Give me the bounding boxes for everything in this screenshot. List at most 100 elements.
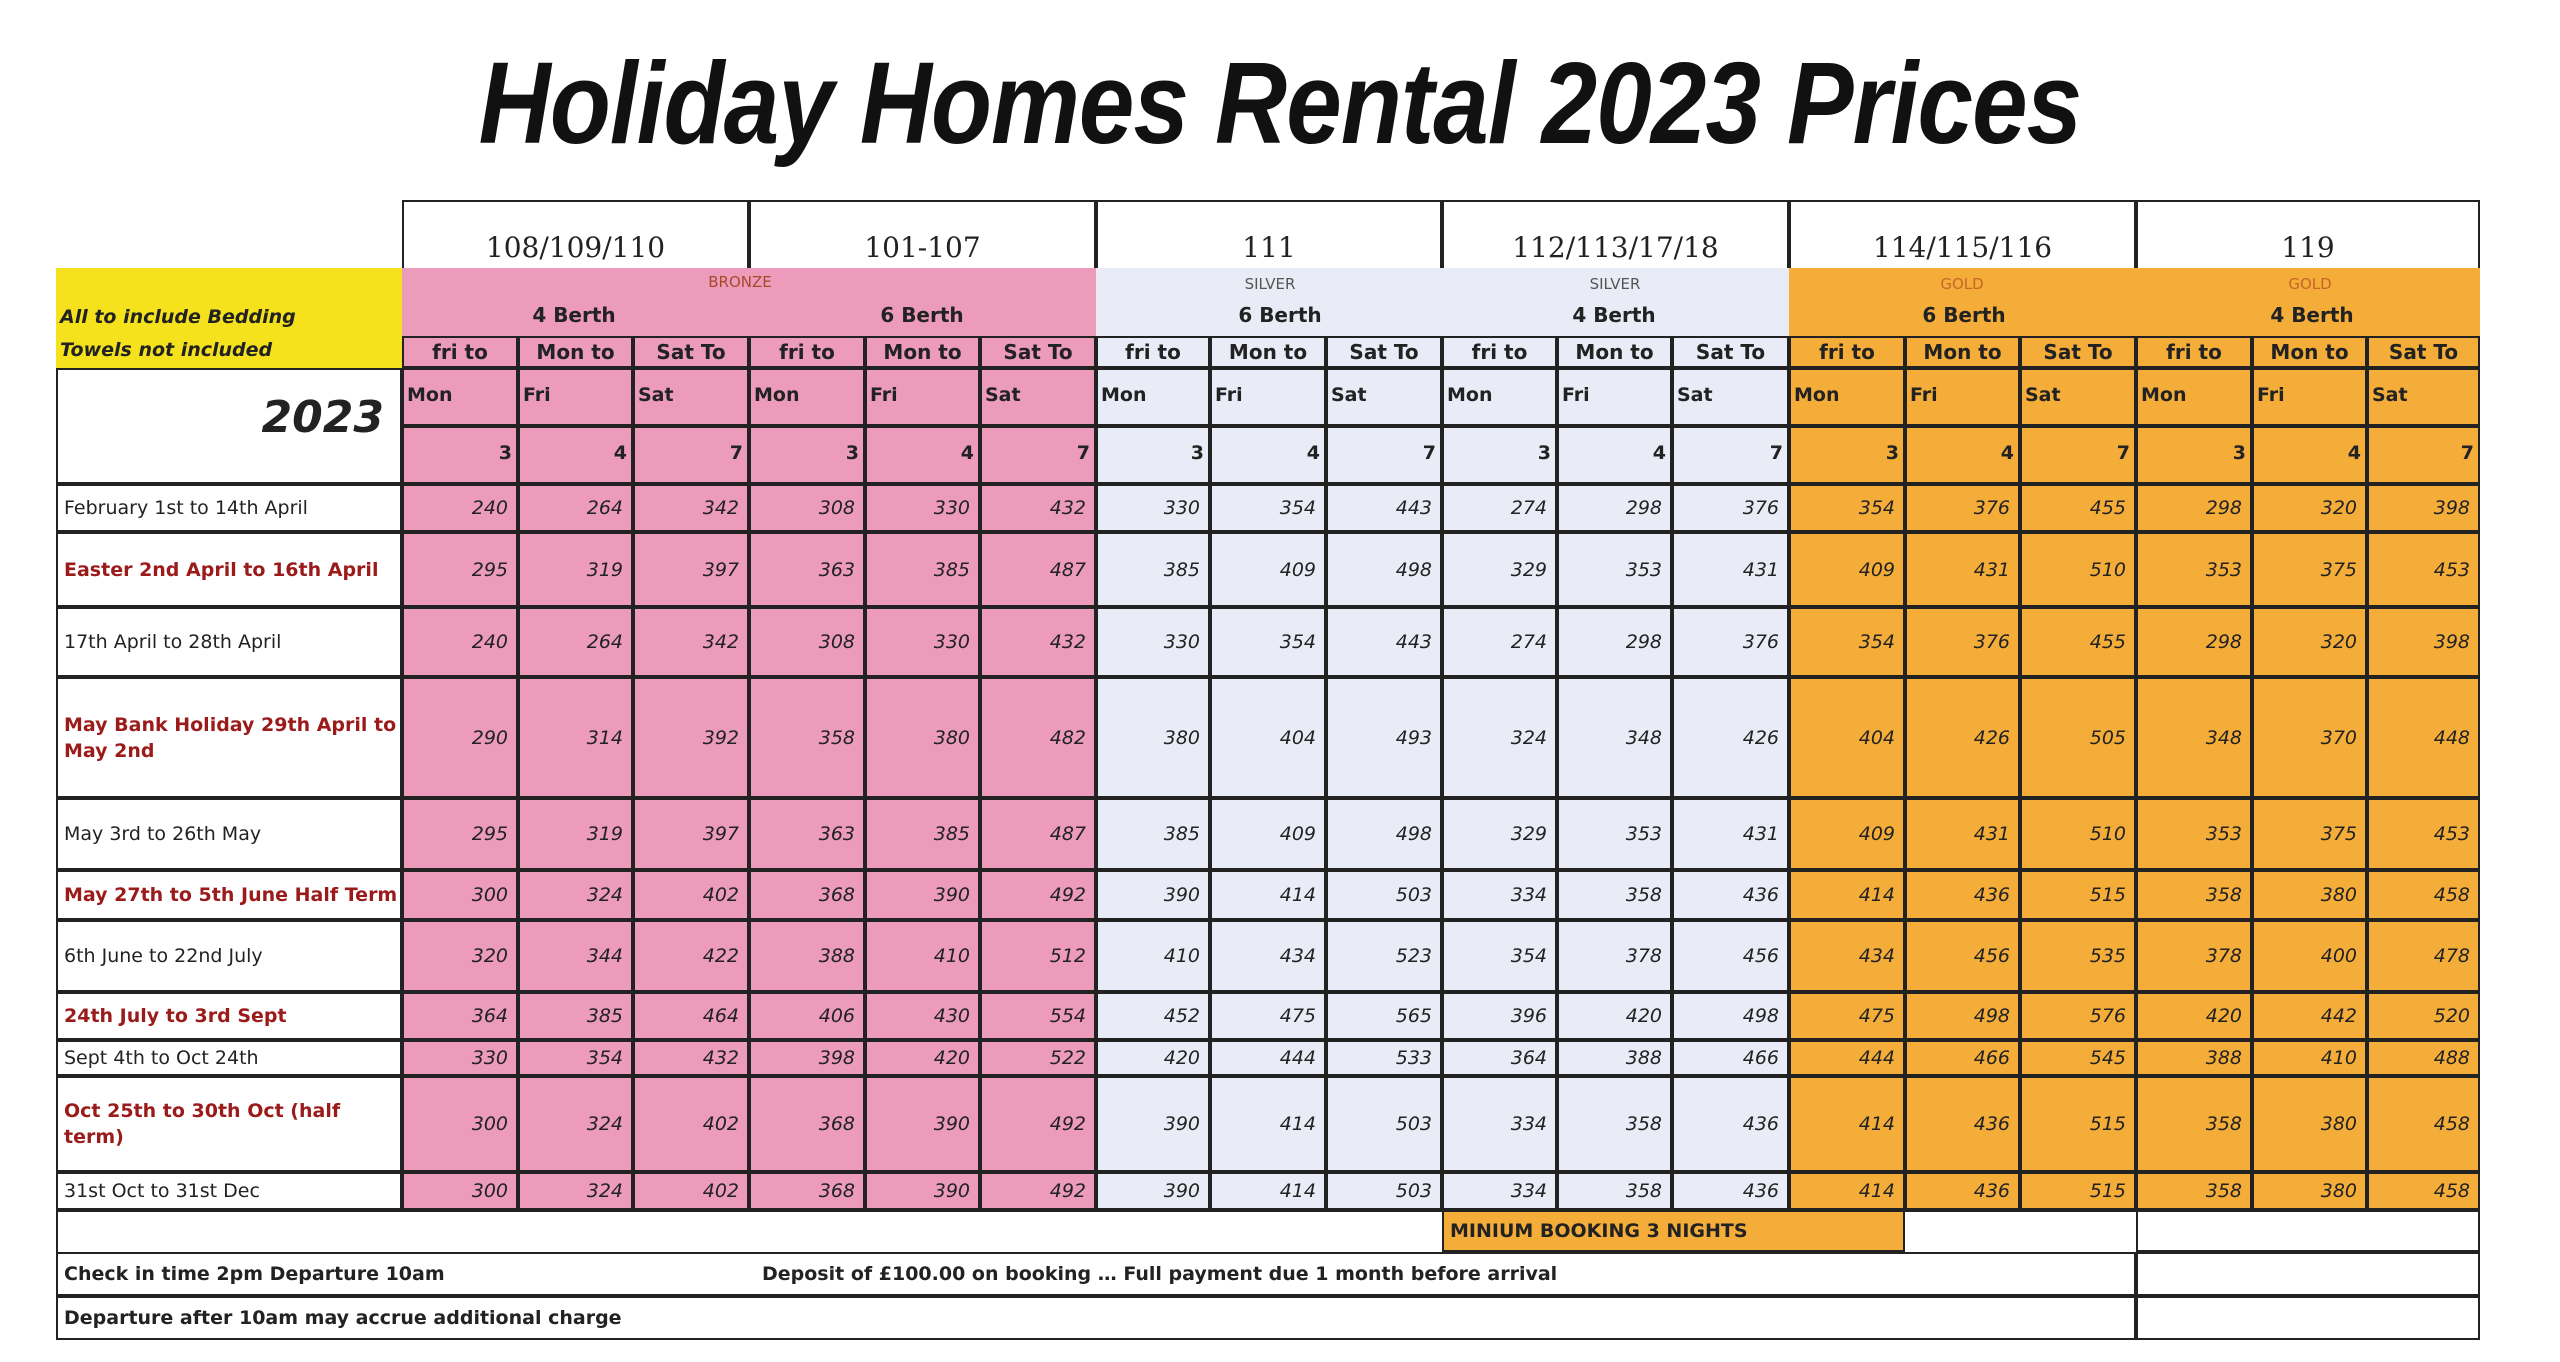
price-cell: 434 [1789,920,1905,992]
price-cell: 515 [2020,870,2136,920]
price-cell: 390 [1096,1172,1210,1210]
price-cell: 414 [1789,870,1905,920]
footer-right-box [2136,1210,2480,1252]
notes-box [56,268,402,368]
tier-band [2252,268,2367,336]
row-label: 24th July to 3rd Sept [56,992,402,1040]
price-cell: 432 [980,484,1096,532]
price-cell: 298 [2136,607,2252,677]
col-nights: 7 [2020,426,2136,484]
price-cell: 330 [1096,484,1210,532]
price-cell: 458 [2367,1076,2480,1172]
price-cell: 380 [865,677,980,798]
price-cell: 370 [2252,677,2367,798]
price-cell: 431 [1672,798,1789,870]
price-cell: 334 [1442,870,1557,920]
price-cell: 453 [2367,532,2480,607]
berth-label: 4 Berth [2270,303,2354,327]
price-cell: 298 [1557,484,1672,532]
tier-label-gold: GOLD [1940,275,1984,293]
price-cell: 240 [402,484,518,532]
price-cell: 503 [1326,1172,1442,1210]
page-title: Holiday Homes Rental 2023 Prices [478,38,2083,168]
price-cell: 348 [2136,677,2252,798]
row-label: 31st Oct to 31st Dec [56,1172,402,1210]
price-cell: 298 [1557,607,1672,677]
price-cell: 320 [402,920,518,992]
price-cell: 353 [1557,532,1672,607]
price-cell: 358 [749,677,865,798]
row-label: 6th June to 22nd July [56,920,402,992]
unit-header: 114/115/116 [1789,200,2136,270]
tier-band [2020,268,2136,336]
price-cell: 455 [2020,607,2136,677]
price-cell: 300 [402,1076,518,1172]
price-cell: 334 [1442,1172,1557,1210]
col-header: Sat To [1672,336,1789,368]
price-cell: 397 [633,532,749,607]
price-cell: 398 [749,1040,865,1076]
row-label: 17th April to 28th April [56,607,402,677]
price-cell: 397 [633,798,749,870]
price-cell: 392 [633,677,749,798]
col-day: Mon [2136,368,2252,426]
tier-band [749,268,865,336]
price-cell: 320 [2252,484,2367,532]
price-cell: 390 [865,870,980,920]
col-header: Mon to [1210,336,1326,368]
price-cell: 478 [2367,920,2480,992]
price-cell: 432 [633,1040,749,1076]
col-day: Sat [633,368,749,426]
price-cell: 409 [1789,532,1905,607]
price-cell: 420 [1557,992,1672,1040]
row-label: Oct 25th to 30th Oct (half term) [56,1076,402,1172]
col-header: Sat To [633,336,749,368]
price-cell: 456 [1905,920,2020,992]
price-cell: 385 [1096,798,1210,870]
price-cell: 464 [633,992,749,1040]
price-cell: 368 [749,1076,865,1172]
price-cell: 385 [865,532,980,607]
col-nights: 4 [865,426,980,484]
price-cell: 354 [1210,607,1326,677]
unit-header: 119 [2136,200,2480,270]
tier-band [2136,268,2252,336]
price-cell: 498 [1672,992,1789,1040]
price-cell: 475 [1789,992,1905,1040]
price-cell: 319 [518,798,633,870]
price-cell: 354 [518,1040,633,1076]
price-cell: 348 [1557,677,1672,798]
col-nights: 4 [1905,426,2020,484]
price-cell: 354 [1789,484,1905,532]
late-departure-note: Departure after 10am may accrue addition… [56,1296,2136,1340]
tier-band [518,268,633,336]
price-cell: 409 [1210,798,1326,870]
col-nights: 7 [633,426,749,484]
col-header: Mon to [1557,336,1672,368]
year-label: 2023 [56,368,402,484]
deposit-note: Deposit of £100.00 on booking … Full pay… [762,1263,1558,1285]
price-cell: 406 [749,992,865,1040]
col-nights: 3 [1442,426,1557,484]
col-nights: 3 [2136,426,2252,484]
price-cell: 565 [1326,992,1442,1040]
col-day: Fri [1557,368,1672,426]
col-day: Mon [1789,368,1905,426]
price-cell: 324 [518,870,633,920]
tier-band [865,268,980,336]
footer-right-box [2136,1296,2480,1340]
price-cell: 264 [518,484,633,532]
col-day: Mon [749,368,865,426]
price-cell: 324 [518,1076,633,1172]
price-cell: 487 [980,532,1096,607]
price-cell: 376 [1905,484,2020,532]
tier-label-gold: GOLD [2288,275,2332,293]
price-cell: 330 [402,1040,518,1076]
col-header: Sat To [2367,336,2480,368]
price-cell: 308 [749,484,865,532]
price-cell: 466 [1905,1040,2020,1076]
tier-label-bronze: BRONZE [708,273,772,291]
price-cell: 466 [1672,1040,1789,1076]
price-cell: 456 [1672,920,1789,992]
